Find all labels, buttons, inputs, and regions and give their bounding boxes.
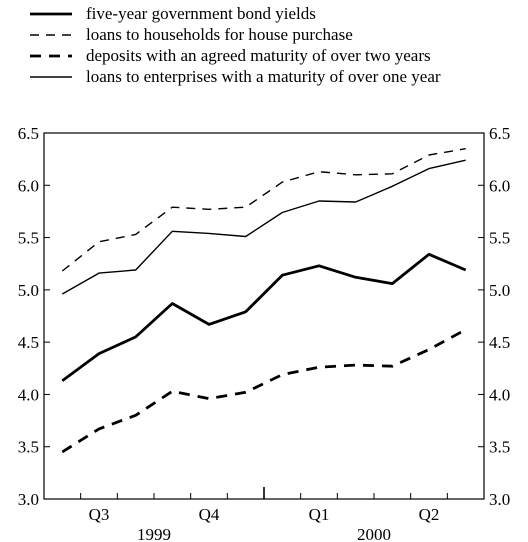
y-tick-label-right: 6.0 [489,176,510,195]
y-tick-label-left: 5.5 [18,229,39,248]
series-line-1 [61,252,467,382]
y-tick-label-left: 6.0 [18,176,39,195]
legend-label-3: deposits with an agreed maturity of over… [86,46,431,65]
x-year-label: 1999 [137,525,171,542]
y-tick-label-left: 3.0 [18,490,39,509]
x-year-label: 2000 [357,525,391,542]
y-tick-label-right: 5.0 [489,281,510,300]
chart-series [61,148,467,454]
legend-label-2: loans to households for house purchase [86,25,353,44]
y-tick-label-right: 6.5 [489,124,510,143]
y-tick-label-right: 5.5 [489,229,510,248]
plot-frame [43,132,485,500]
chart-axes: 3.0 3.0 3.5 3.5 4.0 4.0 4.5 4.5 5.0 5.0 5.5 5.5 6.0 6… [18,124,511,542]
x-quarter-label: Q4 [199,505,220,524]
legend-label-4: loans to enterprises with a maturity of … [86,67,441,86]
y-tick-label-left: 5.0 [18,281,39,300]
x-quarter-label: Q1 [309,505,330,524]
y-tick-label-left: 4.5 [18,333,39,352]
series-line-4 [61,159,466,295]
y-tick-label-right: 4.0 [489,385,510,404]
legend-label-1: five-year government bond yields [86,4,316,23]
y-tick-label-right: 3.5 [489,438,510,457]
chart-legend: five-year government bond yields loans to… [30,4,441,86]
y-tick-label-left: 3.5 [18,438,39,457]
y-tick-label-left: 4.0 [18,385,39,404]
x-quarter-label: Q2 [419,505,440,524]
y-tick-label-right: 4.5 [489,333,510,352]
y-tick-label-left: 6.5 [18,124,39,143]
series-line-2 [61,148,466,272]
y-tick-label-right: 3.0 [489,490,510,509]
x-quarter-label: Q3 [89,505,110,524]
series-line-3 [61,328,467,454]
